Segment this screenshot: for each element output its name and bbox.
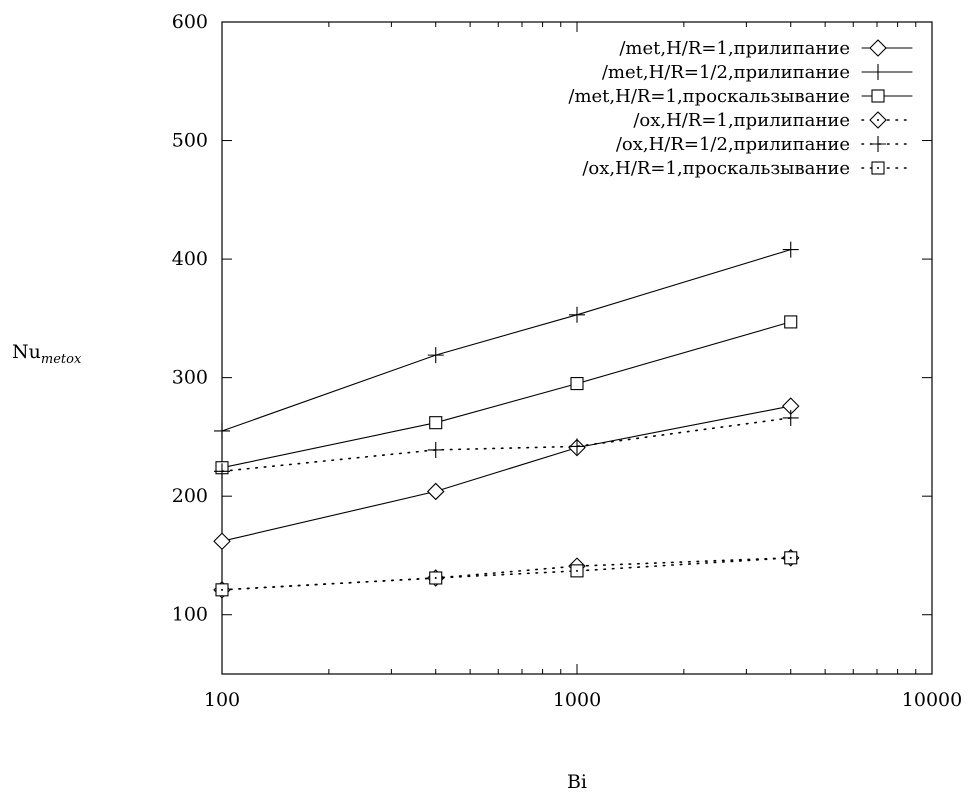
plus-marker bbox=[870, 64, 886, 80]
y-tick-label: 100 bbox=[172, 604, 208, 626]
plus-marker bbox=[427, 441, 444, 458]
square-marker bbox=[871, 89, 885, 103]
data-point bbox=[427, 441, 444, 458]
data-point bbox=[213, 532, 231, 551]
y-axis-label: Numetox bbox=[12, 341, 82, 367]
legend-marker bbox=[870, 64, 886, 80]
marker-dot bbox=[434, 576, 437, 579]
series-5 bbox=[214, 409, 799, 480]
data-point bbox=[214, 463, 230, 480]
data-point bbox=[784, 551, 798, 565]
plus-marker bbox=[214, 463, 230, 480]
legend: /met,H/R=1,прилипание/met,H/R=1/2,прилип… bbox=[568, 38, 913, 179]
series-1 bbox=[213, 397, 800, 551]
legend-marker bbox=[869, 111, 887, 129]
plus-marker bbox=[569, 438, 585, 455]
legend-label: /ox,H/R=1,проскальзывание bbox=[582, 158, 850, 179]
diamond-marker bbox=[869, 39, 887, 57]
data-point bbox=[569, 438, 585, 455]
data-point bbox=[570, 377, 584, 391]
data-point bbox=[782, 409, 799, 426]
diamond-marker bbox=[426, 482, 445, 501]
plus-marker bbox=[569, 306, 585, 323]
data-point bbox=[214, 422, 230, 439]
legend-label: /ox,H/R=1,прилипание bbox=[633, 110, 850, 131]
legend-label: /met,H/R=1,проскальзывание bbox=[568, 86, 850, 107]
legend-marker bbox=[871, 89, 885, 103]
legend-marker bbox=[871, 161, 885, 175]
legend-label: /met,H/R=1,прилипание bbox=[619, 38, 850, 59]
series-3 bbox=[215, 315, 798, 475]
series-layer bbox=[213, 241, 800, 599]
series-line bbox=[221, 405, 792, 542]
series-line bbox=[221, 556, 792, 591]
plus-marker bbox=[782, 409, 799, 426]
diamond-marker bbox=[213, 532, 231, 551]
series-6 bbox=[215, 551, 798, 597]
marker-dot bbox=[877, 119, 879, 121]
square-marker bbox=[570, 377, 584, 391]
x-axis-label: Bi bbox=[567, 771, 587, 793]
legend-marker bbox=[870, 136, 886, 152]
legend-label: /met,H/R=1/2,прилипание bbox=[602, 62, 850, 83]
legend-label: /ox,H/R=1/2,прилипание bbox=[616, 134, 850, 155]
series-line bbox=[221, 321, 792, 469]
data-point bbox=[426, 482, 445, 501]
data-point bbox=[782, 241, 799, 258]
marker-dot bbox=[877, 167, 879, 169]
data-point bbox=[427, 347, 444, 364]
data-point bbox=[784, 315, 798, 329]
x-tick-label: 10000 bbox=[902, 689, 962, 711]
series-4 bbox=[213, 549, 800, 599]
axis-ticks: 100 200 300 400 500 600 100 1000 10000 bbox=[172, 11, 962, 711]
series-line bbox=[221, 417, 792, 473]
x-tick-label: 1000 bbox=[553, 689, 601, 711]
data-point bbox=[429, 571, 443, 585]
data-point bbox=[569, 306, 585, 323]
x-tick-label: 100 bbox=[204, 689, 240, 711]
marker-dot bbox=[221, 588, 223, 591]
y-tick-label: 500 bbox=[172, 130, 208, 152]
marker-dot bbox=[789, 556, 792, 559]
series-2 bbox=[214, 241, 799, 439]
plus-marker bbox=[782, 241, 799, 258]
square-marker bbox=[784, 315, 798, 329]
data-point bbox=[215, 583, 229, 597]
plus-marker bbox=[427, 347, 444, 364]
series-line bbox=[221, 249, 792, 432]
plus-marker bbox=[214, 422, 230, 439]
marker-dot bbox=[576, 569, 578, 572]
y-tick-label: 400 bbox=[172, 248, 208, 270]
data-point bbox=[429, 416, 443, 430]
y-tick-label: 200 bbox=[172, 485, 208, 507]
data-point bbox=[570, 564, 584, 578]
legend-marker bbox=[869, 39, 887, 57]
square-marker bbox=[429, 416, 443, 430]
y-tick-label: 600 bbox=[172, 11, 208, 33]
plus-marker bbox=[870, 136, 886, 152]
y-tick-label: 300 bbox=[172, 367, 208, 389]
